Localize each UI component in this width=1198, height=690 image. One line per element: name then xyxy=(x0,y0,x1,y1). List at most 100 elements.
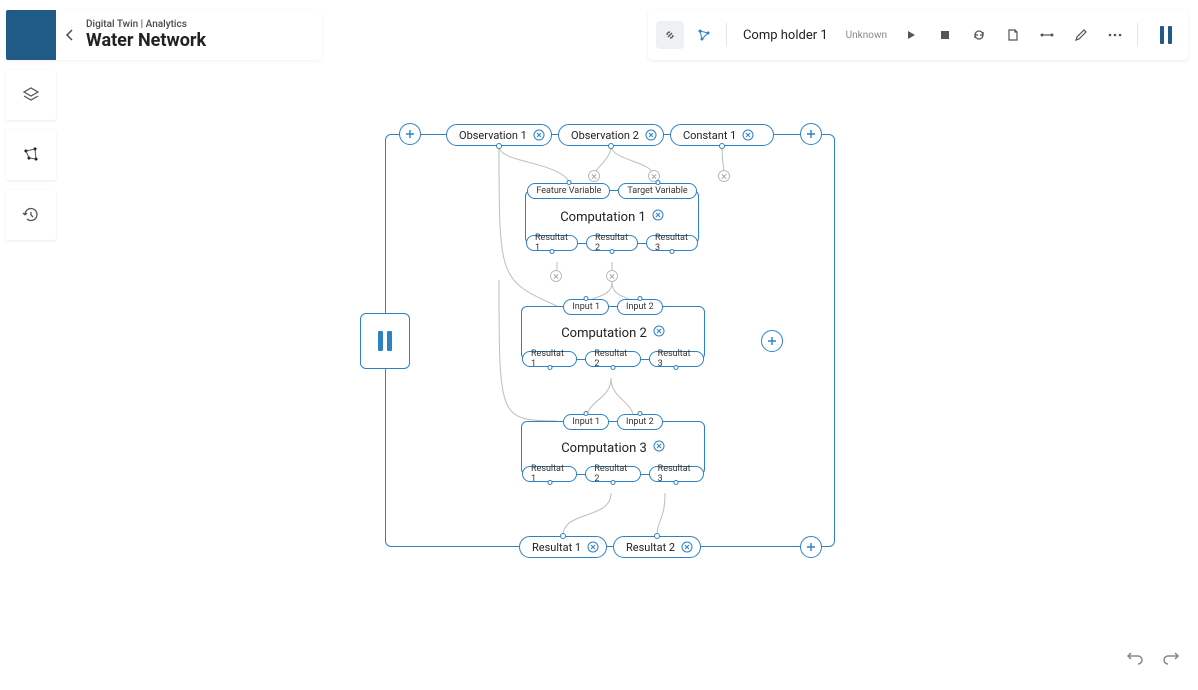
play-icon xyxy=(905,29,917,41)
computation-input[interactable]: Input 1 xyxy=(563,414,609,430)
remove-icon xyxy=(533,129,545,141)
computation-output[interactable]: Resultat 2 xyxy=(585,351,640,367)
computation-title-row: Computation 1 xyxy=(526,199,698,235)
outputs-row: Resultat 1 Resultat 2 Resultat 3 xyxy=(522,351,704,367)
nodes-icon xyxy=(696,27,712,43)
plus-icon xyxy=(405,129,415,139)
remove-icon xyxy=(652,209,664,221)
computation-input[interactable]: Input 2 xyxy=(617,414,663,430)
computation-output[interactable]: Resultat 1 xyxy=(522,466,577,482)
computation-output[interactable]: Resultat 3 xyxy=(649,466,704,482)
add-node-button[interactable] xyxy=(800,123,822,145)
remove-icon xyxy=(587,541,599,553)
add-node-button[interactable] xyxy=(399,123,421,145)
output-port[interactable] xyxy=(610,249,615,254)
computation-input[interactable]: Feature Variable xyxy=(527,183,610,199)
history-icon xyxy=(21,205,41,225)
pause-icon xyxy=(1159,25,1173,45)
pause-icon xyxy=(377,330,393,352)
output-port[interactable] xyxy=(719,143,725,149)
link-icon xyxy=(662,27,678,43)
dots-icon xyxy=(1108,33,1122,37)
input-port[interactable] xyxy=(560,533,566,539)
result-node[interactable]: Resultat 2 xyxy=(613,536,701,558)
input-port[interactable] xyxy=(566,180,571,185)
undo-icon xyxy=(1126,648,1144,666)
pause-main-button[interactable] xyxy=(1152,21,1180,49)
computation-output[interactable]: Resultat 2 xyxy=(586,235,638,251)
outputs-row: Resultat 1 Resultat 2 Resultat 3 xyxy=(526,235,698,251)
link-button[interactable] xyxy=(656,21,684,49)
output-port[interactable] xyxy=(550,249,555,254)
computation-node[interactable]: Input 1Input 2Computation 2Resultat 1Res… xyxy=(521,306,705,360)
side-tool-1[interactable] xyxy=(6,70,56,120)
input-port[interactable] xyxy=(584,411,589,416)
computation-title: Computation 2 xyxy=(561,326,647,341)
connect-button[interactable] xyxy=(1033,21,1061,49)
computation-output[interactable]: Resultat 2 xyxy=(585,466,640,482)
remove-node-button[interactable] xyxy=(681,541,693,553)
remove-node-button[interactable] xyxy=(652,209,664,225)
separator xyxy=(726,23,727,47)
input-port[interactable] xyxy=(637,411,642,416)
input-port[interactable] xyxy=(655,180,660,185)
redo-icon xyxy=(1162,648,1180,666)
input-port[interactable] xyxy=(637,296,642,301)
computation-output[interactable]: Resultat 3 xyxy=(646,235,698,251)
undo-button[interactable] xyxy=(1126,648,1144,670)
computation-input[interactable]: Input 1 xyxy=(563,299,609,315)
refresh-button[interactable] xyxy=(965,21,993,49)
computation-node[interactable]: Feature VariableTarget VariableComputati… xyxy=(525,190,699,244)
input-port[interactable] xyxy=(584,296,589,301)
computation-node[interactable]: Input 1Input 2Computation 3Resultat 1Res… xyxy=(521,421,705,475)
output-port[interactable] xyxy=(608,143,614,149)
add-node-button[interactable] xyxy=(761,330,783,352)
nodes-button[interactable] xyxy=(690,21,718,49)
side-tool-2[interactable] xyxy=(6,130,56,180)
graph-icon xyxy=(21,145,41,165)
computation-output[interactable]: Resultat 1 xyxy=(522,351,577,367)
computation-title-row: Computation 3 xyxy=(522,430,704,466)
remove-node-button[interactable] xyxy=(533,129,545,141)
remove-icon xyxy=(681,541,693,553)
workflow-pause-node[interactable] xyxy=(360,313,410,369)
stop-button[interactable] xyxy=(931,21,959,49)
output-port[interactable] xyxy=(610,365,615,370)
input-node[interactable]: Constant 1 xyxy=(670,124,774,146)
export-button[interactable] xyxy=(999,21,1027,49)
computation-title: Computation 1 xyxy=(560,210,646,225)
input-node[interactable]: Observation 1 xyxy=(446,124,552,146)
back-button[interactable] xyxy=(56,27,84,43)
canvas-status: Unknown xyxy=(842,30,891,41)
computation-output[interactable]: Resultat 1 xyxy=(526,235,578,251)
arrow-left-icon xyxy=(62,27,78,43)
remove-node-button[interactable] xyxy=(587,541,599,553)
output-port[interactable] xyxy=(670,249,675,254)
output-port[interactable] xyxy=(547,365,552,370)
output-port[interactable] xyxy=(496,143,502,149)
more-button[interactable] xyxy=(1101,21,1129,49)
page-title: Water Network xyxy=(86,30,206,52)
result-node[interactable]: Resultat 1 xyxy=(519,536,607,558)
output-port[interactable] xyxy=(547,480,552,485)
remove-node-button[interactable] xyxy=(645,129,657,141)
output-port[interactable] xyxy=(610,480,615,485)
remove-node-button[interactable] xyxy=(653,440,665,456)
computation-output[interactable]: Resultat 3 xyxy=(649,351,704,367)
add-node-button[interactable] xyxy=(800,536,822,558)
remove-node-button[interactable] xyxy=(742,129,754,141)
edit-button[interactable] xyxy=(1067,21,1095,49)
node-label: Resultat 2 xyxy=(626,541,675,554)
input-port[interactable] xyxy=(654,533,660,539)
computation-input[interactable]: Input 2 xyxy=(617,299,663,315)
output-port[interactable] xyxy=(674,365,679,370)
side-tool-3[interactable] xyxy=(6,190,56,240)
play-button[interactable] xyxy=(897,21,925,49)
output-port[interactable] xyxy=(674,480,679,485)
computation-input[interactable]: Target Variable xyxy=(618,183,696,199)
remove-icon xyxy=(653,440,665,452)
input-node[interactable]: Observation 2 xyxy=(558,124,664,146)
remove-node-button[interactable] xyxy=(653,325,665,341)
redo-button[interactable] xyxy=(1162,648,1180,670)
breadcrumb: Digital Twin | Analytics xyxy=(86,19,206,30)
